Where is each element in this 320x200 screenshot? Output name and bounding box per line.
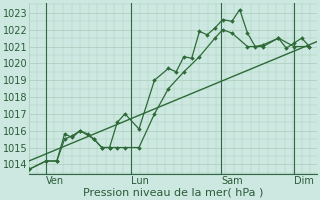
X-axis label: Pression niveau de la mer( hPa ): Pression niveau de la mer( hPa ) [83,187,263,197]
